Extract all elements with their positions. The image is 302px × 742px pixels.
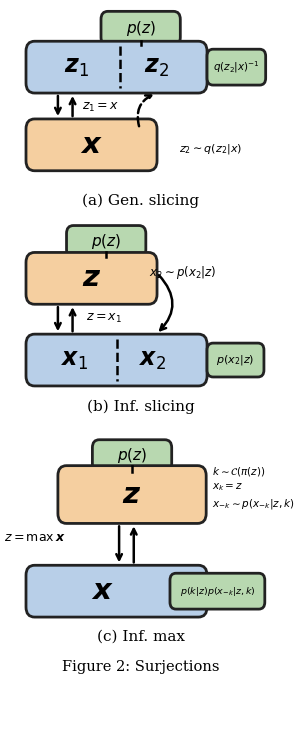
Text: (b) Inf. slicing: (b) Inf. slicing [87,400,194,414]
FancyBboxPatch shape [26,252,157,304]
Text: $z = x_1$: $z = x_1$ [85,312,122,325]
FancyBboxPatch shape [58,466,206,523]
FancyBboxPatch shape [66,226,146,257]
FancyBboxPatch shape [207,343,264,377]
Text: $\boldsymbol{x}$: $\boldsymbol{x}$ [91,577,114,605]
Text: $\boldsymbol{z}_2$: $\boldsymbol{z}_2$ [144,56,169,79]
FancyBboxPatch shape [26,334,207,386]
Text: $\boldsymbol{x}_2$: $\boldsymbol{x}_2$ [139,349,166,372]
FancyBboxPatch shape [170,574,265,609]
Text: $p(z)$: $p(z)$ [117,446,147,465]
Text: $z_1 = x$: $z_1 = x$ [82,100,120,114]
Text: (c) Inf. max: (c) Inf. max [97,630,185,644]
Text: $z = \mathrm{max}\,\boldsymbol{x}$: $z = \mathrm{max}\,\boldsymbol{x}$ [4,531,66,544]
FancyBboxPatch shape [92,440,172,472]
FancyBboxPatch shape [26,119,157,171]
Text: $x_2 \sim p(x_2|z)$: $x_2 \sim p(x_2|z)$ [149,264,217,281]
Text: $p(z)$: $p(z)$ [91,232,121,251]
Text: $x_k = z$: $x_k = z$ [212,482,243,493]
Text: (a) Gen. slicing: (a) Gen. slicing [82,194,199,208]
Text: $x_{-k} \sim p(x_{-k}|z,k)$: $x_{-k} \sim p(x_{-k}|z,k)$ [212,496,295,510]
Text: $q(z_2|x)^{-1}$: $q(z_2|x)^{-1}$ [213,59,260,75]
Text: $z_2 \sim q(z_2|x)$: $z_2 \sim q(z_2|x)$ [178,142,242,156]
Text: $p(k|z)p(x_{-k}|z,k)$: $p(k|z)p(x_{-k}|z,k)$ [180,585,255,597]
Text: Figure 2: Surjections: Figure 2: Surjections [62,660,220,674]
Text: $k \sim \mathcal{C}(\pi(z))$: $k \sim \mathcal{C}(\pi(z))$ [212,465,266,478]
Text: $\boldsymbol{z}$: $\boldsymbol{z}$ [122,481,142,508]
Text: $\boldsymbol{x}_1$: $\boldsymbol{x}_1$ [61,349,88,372]
FancyBboxPatch shape [207,49,266,85]
Text: $p(z)$: $p(z)$ [126,19,156,38]
Text: $\boldsymbol{z}$: $\boldsymbol{z}$ [82,264,101,292]
FancyBboxPatch shape [26,42,207,93]
Text: $p(x_2|z)$: $p(x_2|z)$ [216,353,255,367]
Text: $\boldsymbol{z}_1$: $\boldsymbol{z}_1$ [64,56,89,79]
FancyBboxPatch shape [26,565,207,617]
Text: $\boldsymbol{x}$: $\boldsymbol{x}$ [80,131,103,159]
FancyBboxPatch shape [101,11,180,45]
